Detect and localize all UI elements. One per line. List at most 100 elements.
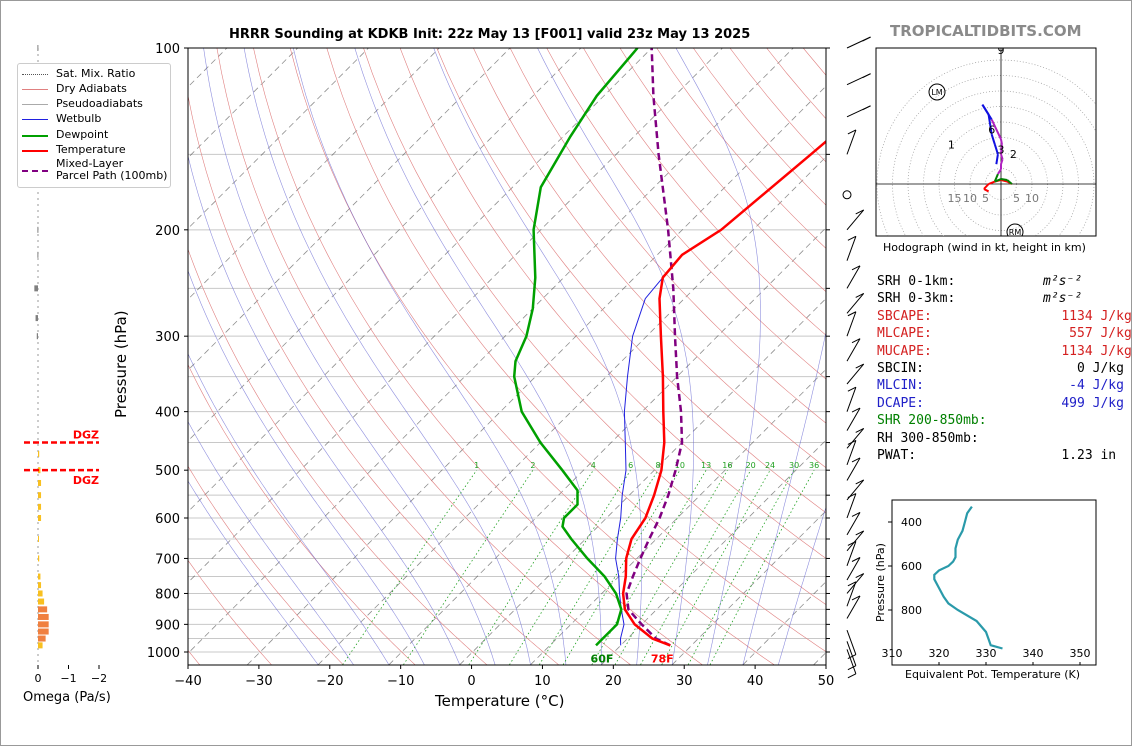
surface-dewpoint-label: 60F: [591, 652, 614, 665]
legend-swatch: [22, 135, 48, 137]
wind-barb-flag: [847, 540, 857, 546]
mixing-ratio-label: 13: [701, 461, 711, 470]
index-value: -4 J/kg: [1069, 378, 1124, 394]
moist-adiabat-line: [188, 269, 425, 665]
x-tick-label: 10: [534, 674, 551, 689]
wind-barb-flag: [855, 479, 864, 485]
hodograph-height-label: 6: [988, 123, 995, 136]
hodograph-ring-label: 5: [1013, 192, 1020, 205]
y-axis-label: Pressure (hPa): [112, 310, 130, 418]
index-label: PWAT:: [877, 448, 917, 463]
hodograph-ring-label: 10: [963, 192, 977, 205]
omega-bar: [34, 285, 38, 292]
dry-adiabat-line: [188, 364, 416, 665]
dry-adiabat-line: [188, 559, 272, 665]
omega-bar: [38, 606, 48, 613]
dgz-label: DGZ: [73, 474, 99, 487]
omega-bar: [38, 635, 46, 642]
wind-barb-flag: [847, 129, 857, 135]
chart-title: HRRR Sounding at KDKB Init: 22z May 13 […: [229, 27, 751, 42]
wind-barb-flag: [847, 311, 857, 317]
mixing-ratio-line: [640, 470, 752, 665]
dry-adiabat-line: [363, 48, 826, 606]
wind-barb: [846, 407, 861, 431]
wind-barb-flag: [847, 654, 857, 660]
hodograph-trace-segment: [990, 134, 996, 145]
index-row: SBCAPE: 1134 J/kg: [877, 308, 1132, 324]
mixing-ratio-line: [538, 469, 659, 665]
omega-bar: [38, 450, 40, 457]
hodograph-height-label: 3: [998, 143, 1005, 156]
hodograph-height-label: 9: [998, 44, 1005, 57]
legend-swatch: [22, 150, 48, 152]
dry-adiabat-line: [326, 48, 826, 653]
isotherm-line: [188, 48, 723, 584]
index-value: 0 J/kg: [1077, 361, 1124, 376]
moist-adiabat-line: [188, 353, 390, 665]
left-mover-label: LM: [931, 88, 942, 97]
left-mover-marker: [928, 83, 946, 101]
y-tick-label: 1000: [147, 646, 180, 661]
theta-e-x-label: Equivalent Pot. Temperature (K): [905, 668, 1081, 681]
index-unit: m²s⁻²: [1043, 274, 1083, 289]
theta-e-y-tick-label: 800: [901, 604, 922, 617]
omega-tick-label: −1: [60, 672, 76, 685]
legend-label: Dry Adiabats: [56, 82, 127, 95]
wind-barb: [846, 629, 857, 655]
wind-barb-flag: [847, 386, 857, 392]
right-mover-marker: [1006, 223, 1024, 236]
index-value: 557 J/kg: [1069, 326, 1132, 342]
moist-adiabat-line: [675, 48, 761, 665]
y-tick-label: 400: [155, 406, 180, 421]
wind-barb: [846, 338, 861, 362]
dgz-label: DGZ: [73, 429, 99, 442]
mixing-ratio-label: 36: [809, 461, 819, 470]
index-label: SHR 200-850mb:: [877, 413, 987, 429]
index-label: SRH 0-3km:: [877, 291, 956, 307]
moist-adiabat-line: [742, 330, 826, 665]
mixing-ratio-label: 8: [655, 461, 660, 470]
wind-barb: [846, 363, 865, 385]
mixing-ratio-label: 24: [765, 461, 775, 470]
index-label: SRH 0-1km:: [877, 274, 956, 289]
x-tick-label: 50: [818, 674, 835, 689]
wind-barb: [846, 457, 861, 481]
index-label: RH 300-850mb:: [877, 430, 979, 446]
hodograph-trace-segment: [1000, 178, 1008, 182]
dry-adiabat-line: [583, 48, 826, 336]
mixing-ratio-label: 20: [746, 461, 756, 470]
hodograph-trace-segment: [1000, 139, 1003, 145]
x-tick-label: −20: [316, 674, 343, 689]
omega-bar: [38, 598, 45, 605]
wind-barb: [846, 541, 857, 566]
index-row: MLCAPE: 557 J/kg: [877, 326, 1132, 341]
hodograph-height-label: 1: [948, 138, 955, 151]
wind-barb-flag: [851, 511, 861, 517]
index-row: DCAPE: 499 J/kg: [877, 396, 1124, 411]
wind-barb-flag: [851, 595, 861, 601]
moist-adiabat-line: [188, 421, 354, 665]
moist-adiabat-line: [537, 48, 694, 665]
mixing-ratio-line: [614, 469, 728, 665]
isotherm-line: [459, 297, 826, 665]
wind-barb: [846, 641, 857, 666]
calm-wind-circle: [842, 190, 852, 200]
index-label: SBCAPE:: [877, 308, 932, 324]
hodograph-trace-segment: [997, 168, 1002, 175]
wind-barb-flag: [862, 105, 871, 111]
dry-adiabat-line: [436, 48, 826, 514]
hodograph-caption: Hodograph (wind in kt, height in km): [883, 241, 1086, 254]
y-tick-label: 500: [155, 464, 180, 479]
index-value: 499 J/kg: [1061, 395, 1124, 411]
isotherm-line: [317, 156, 826, 665]
theta-e-profile: [933, 505, 1003, 650]
legend-label: Dewpoint: [56, 128, 109, 141]
dry-adiabat-line: [546, 48, 826, 380]
x-tick-label: −30: [245, 674, 272, 689]
omega-axis-label: Omega (Pa/s): [23, 690, 111, 705]
index-row: SHR 200-850mb:6 kt: [877, 413, 987, 428]
wind-barb: [846, 236, 857, 261]
wind-barb: [846, 265, 861, 289]
wind-barb: [846, 428, 865, 449]
